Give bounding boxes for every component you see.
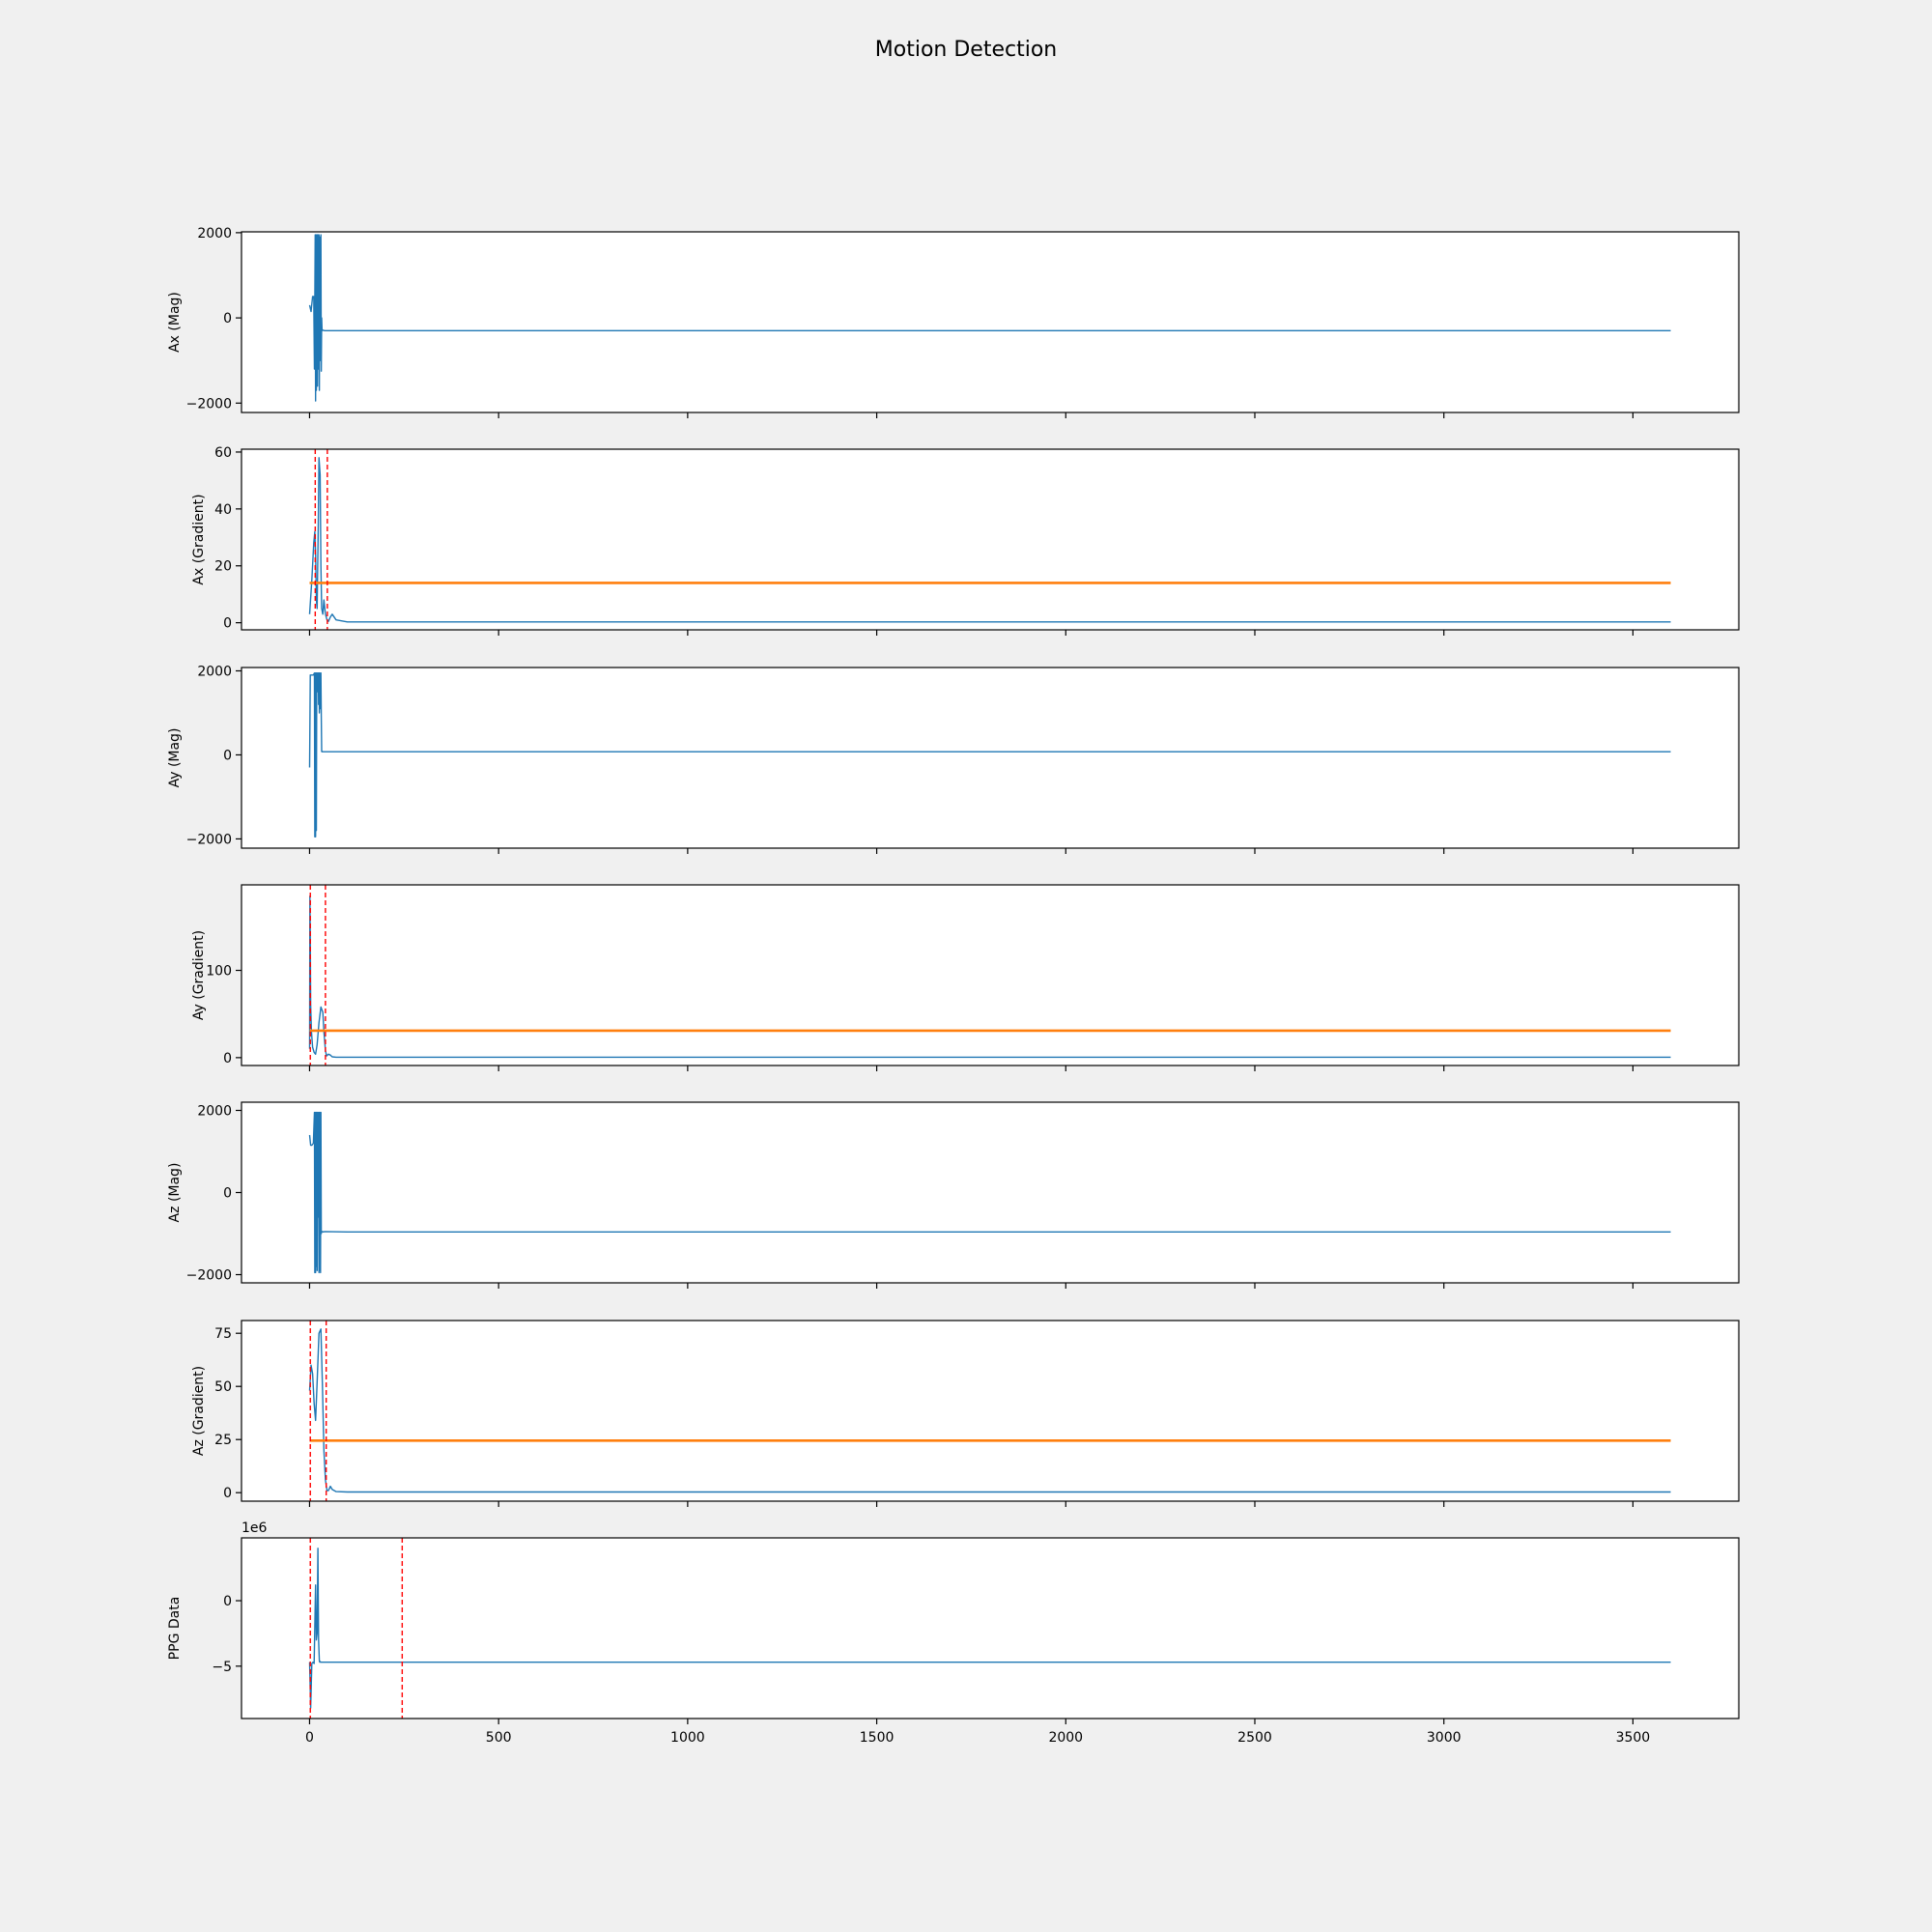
axes-background — [242, 1538, 1739, 1719]
y-tick-label: 40 — [214, 502, 232, 518]
axes-frame — [241, 667, 1740, 849]
axes-background — [242, 1102, 1739, 1283]
axes-frame — [241, 448, 1740, 631]
plot-area — [308, 1111, 1671, 1274]
subplot-stack: −2000 0 2000 Ax (Mag) 0 20 40 60 Ax (Gradient) −2… — [167, 226, 1740, 1746]
signal-line — [308, 234, 1671, 402]
axes-background — [242, 885, 1739, 1065]
y-tick-label: −2000 — [186, 832, 232, 847]
x-tick-label: 3000 — [1427, 1730, 1462, 1746]
y-tick-label: −2000 — [186, 1268, 232, 1284]
y-tick-label: 0 — [223, 1186, 232, 1202]
axes-frame — [241, 231, 1740, 413]
axes-frame — [241, 884, 1740, 1066]
subplot-6: 0 25 50 75 Az (Gradient) — [191, 1320, 1740, 1507]
x-tick-label: 0 — [305, 1730, 314, 1746]
y-axis-label: Az (Gradient) — [191, 1366, 207, 1456]
y-tick-label: 75 — [214, 1326, 232, 1342]
y-tick-label: 0 — [223, 1486, 232, 1501]
y-tick-label: 2000 — [197, 226, 232, 242]
plot-area — [308, 885, 1671, 1065]
axes-background — [242, 1321, 1739, 1501]
y-tick-label: 0 — [223, 311, 232, 327]
subplot-5: −2000 0 2000 Az (Mag) — [167, 1101, 1740, 1289]
y-tick-label: 20 — [214, 559, 232, 575]
x-tick-label: 2000 — [1048, 1730, 1083, 1746]
subplot-1: −2000 0 2000 Ax (Mag) — [167, 226, 1740, 418]
axes-frame — [241, 1320, 1740, 1502]
y-tick-label: −5 — [212, 1660, 232, 1675]
y-tick-label: 0 — [223, 1051, 232, 1066]
y-tick-label: 60 — [214, 445, 232, 461]
signal-line — [308, 1548, 1671, 1709]
x-tick-label: 1000 — [670, 1730, 705, 1746]
x-tick-label: 1500 — [860, 1730, 895, 1746]
signal-line — [308, 672, 1671, 838]
x-tick-label: 500 — [486, 1730, 512, 1746]
y-axis-label: Az (Mag) — [167, 1163, 183, 1223]
y-axis-label: Ax (Mag) — [167, 292, 183, 353]
y-axis-label: Ay (Gradient) — [191, 930, 207, 1020]
plot-area — [308, 449, 1671, 630]
y-tick-label: 25 — [214, 1433, 232, 1448]
plot-area — [308, 672, 1671, 838]
y-axis-label: Ax (Gradient) — [191, 494, 207, 584]
y-offset-label: 1e6 — [242, 1520, 268, 1536]
y-tick-label: 0 — [223, 1594, 232, 1609]
signal-line — [308, 1328, 1671, 1493]
plot-area — [308, 1538, 1671, 1719]
y-tick-label: 50 — [214, 1379, 232, 1395]
x-tick-label: 3500 — [1616, 1730, 1651, 1746]
axes-background — [242, 449, 1739, 630]
y-tick-label: 2000 — [197, 664, 232, 679]
y-tick-label: 0 — [223, 616, 232, 632]
y-tick-label: −2000 — [186, 396, 232, 412]
figure-title: Motion Detection — [875, 38, 1057, 62]
axes-background — [242, 232, 1739, 412]
y-axis-label: Ay (Mag) — [167, 728, 183, 788]
x-tick-label: 2500 — [1237, 1730, 1272, 1746]
signal-line — [308, 895, 1671, 1059]
signal-line — [308, 1111, 1671, 1274]
subplot-3: −2000 0 2000 Ay (Mag) — [167, 664, 1740, 854]
plot-area — [308, 1321, 1671, 1501]
y-axis-label: PPG Data — [167, 1597, 183, 1661]
y-tick-label: 0 — [223, 748, 232, 763]
subplot-2: 0 20 40 60 Ax (Gradient) — [191, 445, 1740, 636]
y-tick-label: 2000 — [197, 1104, 232, 1120]
subplot-7: −5 0 0 500 1000 1500 2000 2500 3000 3500 PPG Data 1… — [167, 1520, 1740, 1746]
axes-background — [242, 668, 1739, 848]
signal-line — [308, 457, 1671, 623]
plot-area — [308, 234, 1671, 402]
axes-frame — [241, 1537, 1740, 1719]
y-tick-label: 100 — [206, 964, 232, 980]
